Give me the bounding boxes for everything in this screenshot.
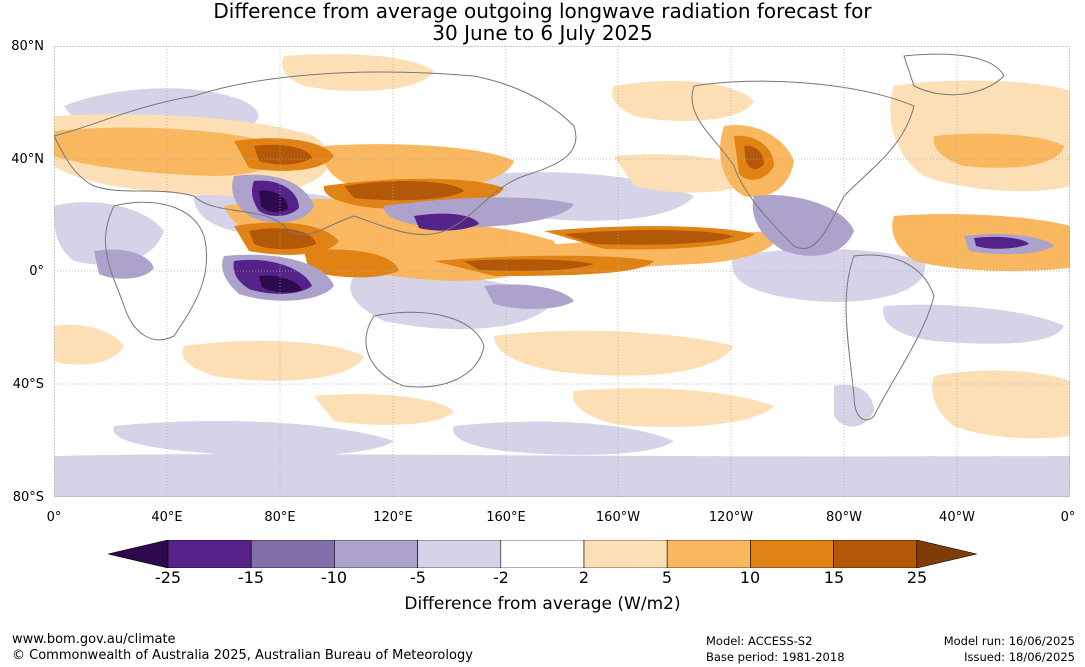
footer-url-text: www.bom.gov.au/climate [12, 632, 176, 647]
lon-label-80e: 80°E [264, 510, 296, 525]
footer-base-period: Base period: 1981-2018 [706, 650, 845, 664]
colorbar-title: Difference from average (W/m2) [404, 594, 681, 614]
anomaly-extreme-negative [259, 190, 302, 293]
colorbar-tick-label: 10 [739, 568, 761, 587]
lon-label-160e: 160°E [486, 510, 526, 525]
colorbar-segment [583, 540, 668, 568]
greenland-coast [903, 53, 1005, 96]
lon-label-0: 0° [46, 510, 62, 525]
colorbar [108, 540, 977, 568]
colorbar-tick-label: 25 [906, 568, 928, 587]
colorbar-tick-label: -15 [237, 568, 265, 587]
colorbar-extend-low [108, 540, 169, 568]
lon-label-40e: 40°E [151, 510, 183, 525]
north-america-coast [691, 80, 915, 249]
colorbar-segment [167, 540, 252, 568]
footer-run-info: Model run: 16/06/2025 Issued: 18/06/2025 [944, 633, 1075, 665]
lon-label-120e: 120°E [373, 510, 413, 525]
lat-label-40n: 40°N [11, 152, 44, 167]
eurasia-coast [54, 71, 577, 236]
colorbar-segment [334, 540, 418, 568]
lon-label-80w: 80°W [826, 510, 862, 525]
colorbar-tick-label: -25 [154, 568, 182, 587]
south-america-coast [845, 254, 935, 421]
lon-label-160w: 160°W [595, 510, 641, 525]
colorbar-tick-label: 2 [578, 568, 590, 587]
colorbar-tick-label: -5 [410, 568, 426, 587]
lat-label-40s: 40°S [12, 377, 44, 392]
australia-coast [365, 311, 485, 388]
colorbar-segment [417, 540, 502, 568]
graticule [54, 46, 1070, 497]
map-title-line1: Difference from average outgoing longwav… [213, 0, 872, 23]
lon-label-0-east: 0° [1060, 510, 1076, 525]
footer-issued: Issued: 18/06/2025 [964, 650, 1075, 664]
colorbar-segment [750, 540, 834, 568]
colorbar-extend-high [916, 540, 977, 568]
lon-label-120w: 120°W [708, 510, 754, 525]
map-frame [54, 46, 1070, 497]
anomaly-very-strong-positive [249, 144, 764, 271]
olr-anomaly-map [54, 46, 1070, 497]
footer-copyright: © Commonwealth of Australia 2025, Austra… [12, 648, 473, 663]
colorbar-segment [250, 540, 335, 568]
colorbar-segment [666, 540, 751, 568]
colorbar-segment [833, 540, 918, 568]
footer-model: Model: ACCESS-S2 [706, 634, 813, 648]
lat-label-0: 0° [29, 264, 44, 279]
colorbar-tick-label: 15 [823, 568, 845, 587]
footer-model-info: Model: ACCESS-S2 Base period: 1981-2018 [706, 633, 845, 665]
footer-model-run: Model run: 16/06/2025 [943, 634, 1075, 648]
coastlines [54, 53, 1005, 421]
colorbar-segment [500, 540, 585, 568]
lat-label-80s: 80°S [12, 490, 44, 505]
colorbar-tick-label: -10 [320, 568, 348, 587]
lat-label-80n: 80°N [11, 39, 44, 54]
africa-coast [105, 201, 208, 341]
footer-url: www.bom.gov.au/climate © Commonwealth of… [12, 632, 473, 664]
map-title-line2: 30 June to 6 July 2025 [432, 21, 653, 45]
colorbar-tick-label: -2 [493, 568, 509, 587]
colorbar-tick-label: 5 [661, 568, 673, 587]
lon-label-40w: 40°W [939, 510, 975, 525]
